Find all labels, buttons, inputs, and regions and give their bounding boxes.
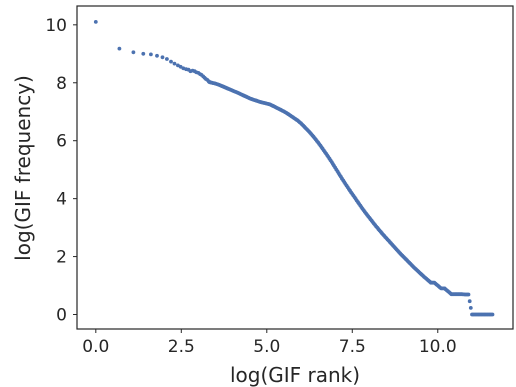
- y-tick-label: 2: [56, 248, 67, 268]
- data-point: [345, 185, 350, 190]
- data-point: [390, 242, 395, 247]
- data-point: [400, 253, 405, 258]
- data-point: [352, 195, 357, 200]
- data-point: [93, 20, 98, 24]
- data-point: [393, 246, 398, 251]
- data-point: [366, 214, 371, 219]
- data-point: [117, 46, 122, 51]
- x-tick-label: 5.0: [253, 337, 280, 357]
- data-point: [318, 143, 323, 148]
- data-point: [172, 61, 177, 66]
- data-point: [410, 264, 415, 268]
- data-point: [380, 231, 384, 236]
- data-point: [373, 223, 377, 227]
- data-point: [308, 130, 312, 135]
- data-point: [369, 218, 374, 223]
- data-point: [349, 190, 353, 195]
- data-point: [131, 50, 136, 55]
- data-point: [356, 200, 360, 205]
- data-point: [141, 51, 146, 56]
- plot-frame: [76, 5, 514, 330]
- x-tick-label: 0.0: [82, 337, 109, 357]
- y-axis-label: log(GIF frequency): [11, 75, 35, 261]
- y-tick-label: 0: [56, 306, 67, 326]
- data-point: [325, 153, 330, 158]
- data-point: [362, 210, 367, 214]
- data-point: [304, 127, 309, 131]
- data-point: [468, 306, 473, 310]
- y-axis-ticks: 0 2 4 6 8 10: [45, 16, 77, 326]
- data-point: [383, 235, 388, 240]
- data-point: [386, 238, 391, 243]
- x-axis-label: log(GIF rank): [230, 363, 360, 387]
- x-tick-label: 7.5: [339, 337, 366, 357]
- data-point: [489, 312, 494, 317]
- data-point: [465, 292, 470, 297]
- data-point: [149, 52, 153, 57]
- data-point: [335, 169, 340, 174]
- data-point: [342, 180, 347, 185]
- data-point: [376, 227, 381, 232]
- data-points: [93, 20, 495, 317]
- x-axis-ticks: 0.0 2.5 5.0 7.5 10.0: [82, 329, 457, 357]
- y-tick-label: 6: [56, 132, 67, 152]
- data-point: [467, 299, 472, 304]
- x-tick-label: 2.5: [168, 337, 195, 357]
- data-point: [311, 134, 316, 139]
- x-tick-label: 10.0: [419, 337, 457, 357]
- data-point: [359, 205, 364, 210]
- data-point: [328, 158, 333, 163]
- data-point: [301, 123, 306, 128]
- data-point: [397, 250, 401, 255]
- y-tick-label: 4: [56, 190, 67, 210]
- y-tick-label: 8: [56, 74, 67, 94]
- data-point: [165, 57, 169, 61]
- data-point: [332, 163, 336, 168]
- data-point: [160, 55, 165, 60]
- data-point: [321, 148, 326, 153]
- plot-background: [77, 6, 513, 329]
- data-point: [155, 53, 159, 58]
- data-point: [407, 260, 412, 265]
- data-point: [169, 59, 173, 64]
- data-point: [339, 174, 343, 179]
- y-tick-label: 10: [45, 16, 67, 36]
- data-point: [315, 139, 319, 143]
